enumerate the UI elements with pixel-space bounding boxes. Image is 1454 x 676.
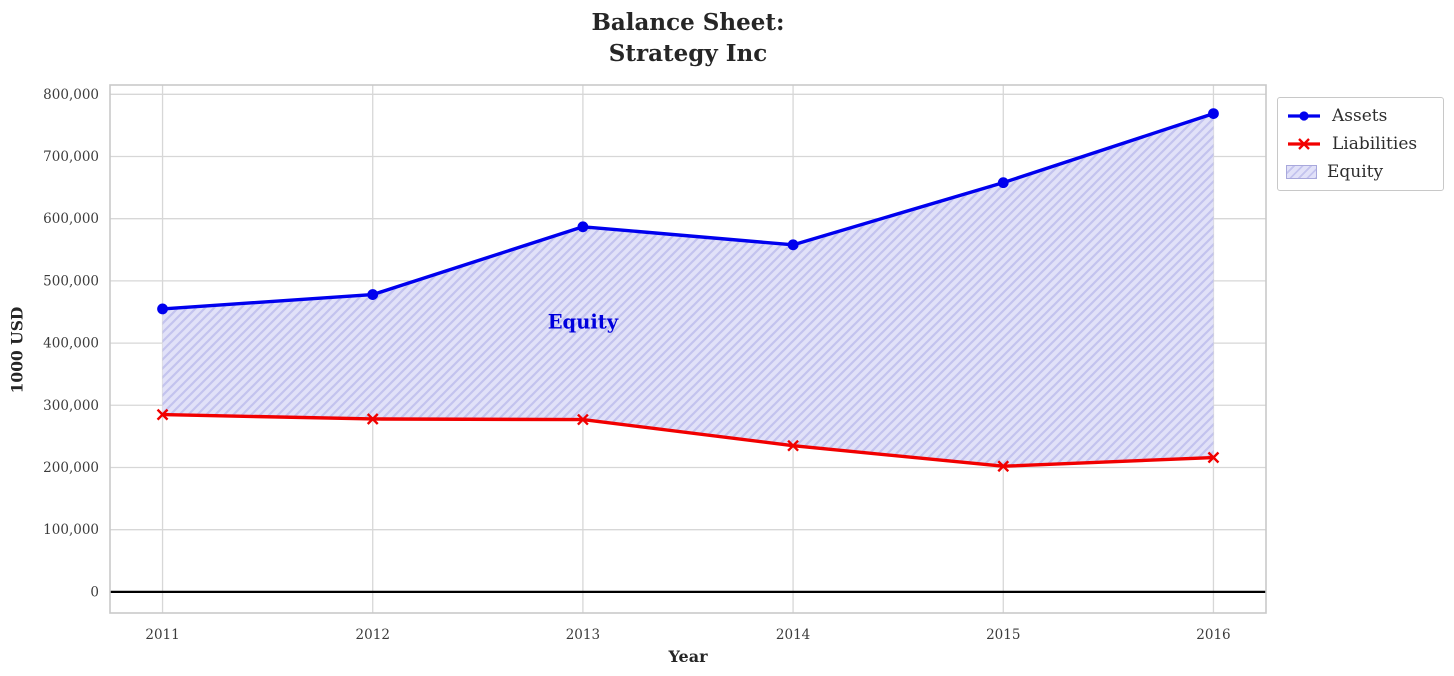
y-tick-label: 200,000 — [43, 460, 99, 476]
x-tick-label: 2011 — [145, 627, 179, 643]
assets-marker — [787, 239, 799, 251]
x-tick-labels: 2011 2012 2013 2014 2015 2016 — [145, 627, 1230, 643]
y-tick-label: 600,000 — [43, 211, 99, 227]
assets-marker — [1208, 108, 1219, 120]
y-tick-labels: 0 100,000 200,000 300,000 400,000 500,000 600,… — [43, 87, 99, 601]
assets-marker — [997, 177, 1009, 189]
assets-marker — [157, 303, 168, 315]
legend-item-assets: Assets — [1286, 105, 1433, 127]
liabilities-line-swatch-icon — [1288, 138, 1320, 150]
y-tick-label: 700,000 — [43, 149, 99, 165]
legend-label-liabilities: Liabilities — [1332, 134, 1418, 154]
y-tick-label: 0 — [90, 584, 99, 600]
legend: Assets Liabilities Equity — [1277, 97, 1444, 191]
equity-area — [162, 113, 1214, 467]
liabilities-series — [156, 408, 1220, 473]
liabilities-marker — [366, 413, 379, 425]
liabilities-marker — [997, 460, 1010, 473]
assets-marker — [367, 289, 379, 300]
liabilities-marker — [1207, 451, 1220, 464]
assets-marker — [577, 221, 589, 233]
y-axis-label: 1000 USD — [7, 306, 27, 394]
legend-label-assets: Assets — [1332, 106, 1388, 126]
liabilities-marker — [156, 408, 169, 421]
y-tick-label: 500,000 — [43, 273, 99, 289]
x-tick-label: 2013 — [566, 627, 600, 643]
y-tick-label: 400,000 — [43, 336, 99, 352]
assets-series — [157, 108, 1219, 315]
y-tick-label: 100,000 — [43, 522, 99, 538]
x-tick-label: 2012 — [356, 627, 390, 643]
liabilities-marker — [787, 439, 799, 452]
chart-title: Balance Sheet: Strategy Inc — [0, 7, 1376, 69]
legend-item-equity: Equity — [1286, 161, 1433, 183]
assets-line-swatch-icon — [1288, 111, 1320, 121]
chart-title-line1: Balance Sheet: — [591, 9, 785, 36]
legend-item-liabilities: Liabilities — [1286, 133, 1433, 155]
x-tick-label: 2014 — [776, 627, 810, 643]
y-tick-label: 800,000 — [43, 87, 99, 103]
equity-area-label: Equity — [547, 310, 619, 334]
chart-title-line2: Strategy Inc — [608, 40, 768, 67]
x-tick-label: 2015 — [986, 627, 1020, 643]
equity-hatch-swatch-icon — [1286, 165, 1317, 179]
y-tick-label: 300,000 — [43, 398, 99, 414]
liabilities-marker — [577, 413, 589, 426]
plot-border — [109, 84, 1267, 614]
x-axis-label: Year — [668, 647, 708, 666]
legend-label-equity: Equity — [1327, 162, 1384, 182]
x-tick-label: 2016 — [1196, 627, 1230, 643]
